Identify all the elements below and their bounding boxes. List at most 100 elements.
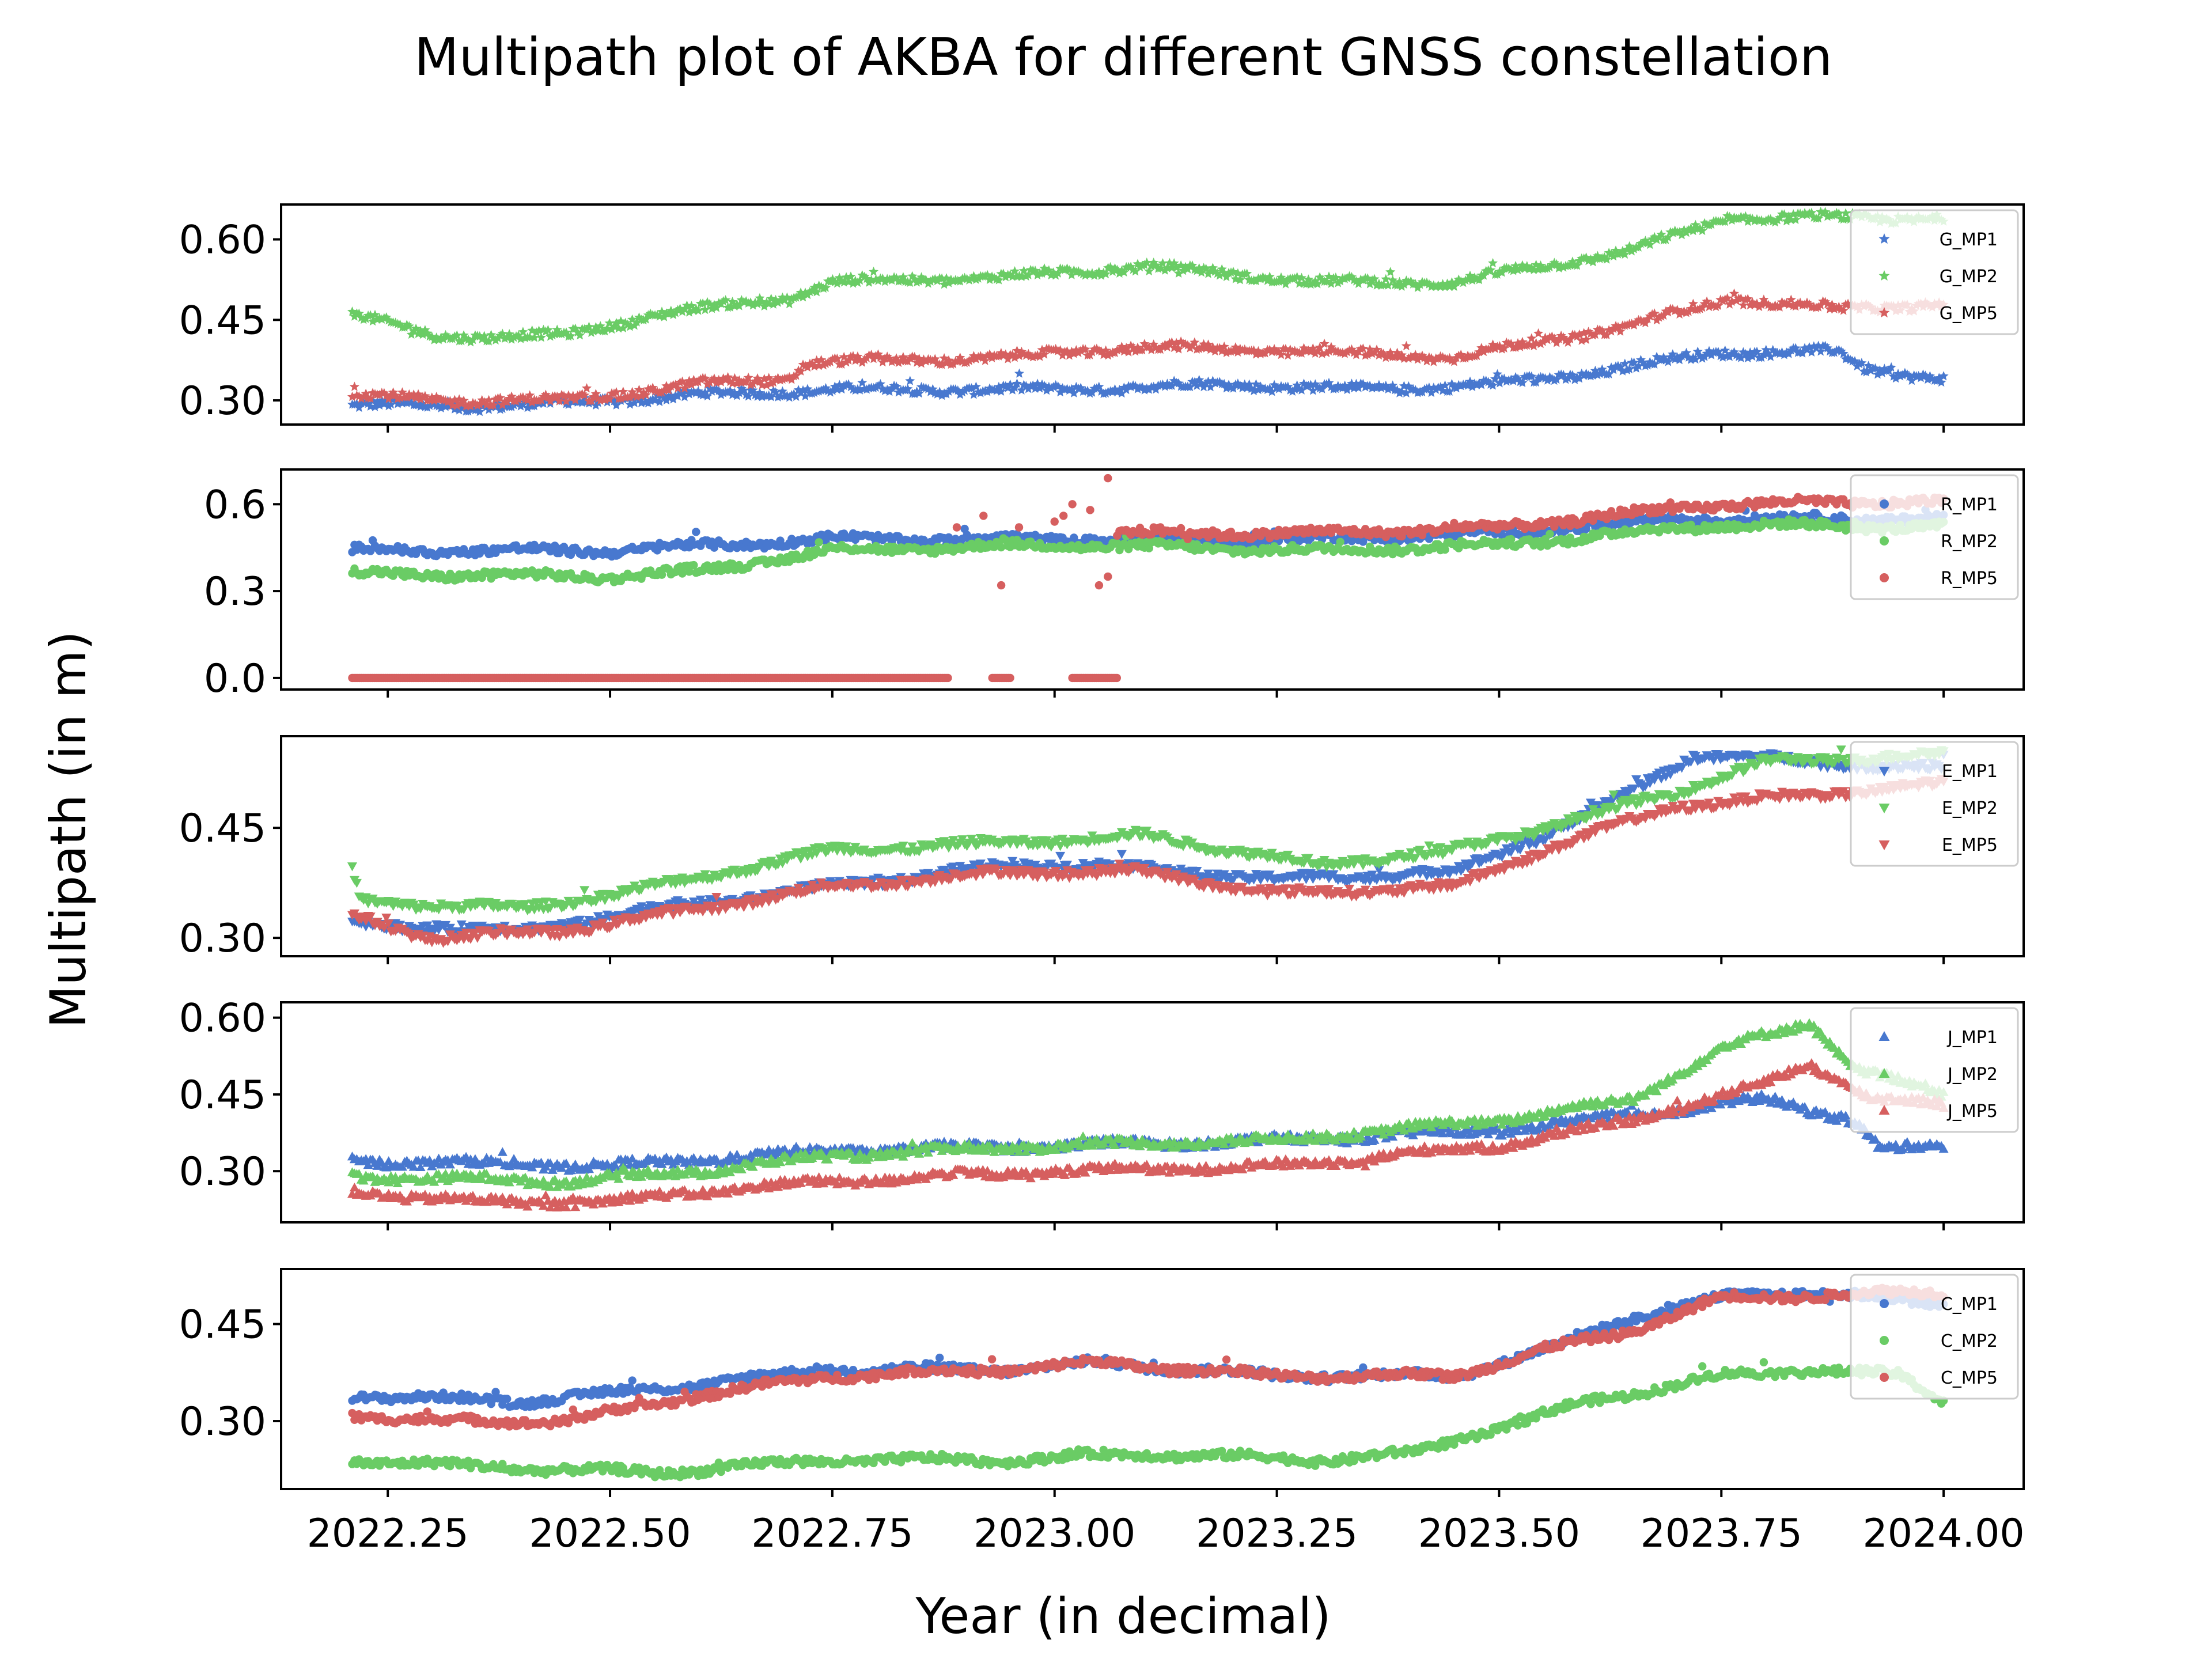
data-point: [869, 266, 879, 276]
data-point: [641, 389, 651, 400]
data-point: [422, 328, 433, 338]
data-point: [1050, 517, 1059, 526]
data-point: [1781, 298, 1791, 308]
data-point: [470, 405, 480, 415]
data-point: [718, 296, 729, 306]
data-point: [1747, 351, 1758, 361]
data-point: [821, 282, 831, 292]
data-point: [1759, 217, 1769, 226]
data-point: [1023, 270, 1033, 279]
data-point: [743, 372, 753, 382]
data-point: [623, 319, 633, 329]
legend-label: R_MP5: [1941, 569, 1998, 589]
data-point: [1736, 353, 1746, 362]
data-point: [914, 388, 925, 398]
data-point: [1190, 337, 1200, 347]
data-point: [495, 392, 505, 402]
data-point: [1738, 300, 1748, 310]
data-point: [1297, 348, 1307, 358]
data-point: [979, 512, 988, 520]
data-point: [1834, 301, 1844, 311]
data-point: [1267, 387, 1277, 396]
data-point: [1441, 546, 1449, 554]
data-point: [1128, 264, 1138, 274]
data-point: [1517, 840, 1528, 850]
data-point: [903, 384, 913, 393]
y-tick-label: 0.45: [179, 298, 266, 343]
data-point: [536, 332, 547, 342]
data-point: [1429, 382, 1439, 392]
data-point: [1601, 329, 1612, 339]
data-point: [1196, 267, 1207, 277]
data-point: [1053, 268, 1063, 278]
data-point: [554, 396, 565, 406]
data-point: [1624, 363, 1635, 374]
data-point: [762, 380, 772, 390]
y-tick-label: 0.30: [179, 378, 266, 424]
data-point: [975, 859, 986, 869]
data-point: [1645, 240, 1655, 249]
data-point: [752, 298, 763, 309]
data-point: [1397, 532, 1406, 541]
data-point: [678, 569, 687, 578]
panel-data: [347, 745, 1949, 948]
data-point: [1132, 384, 1143, 393]
data-point: [827, 274, 838, 284]
data-point: [475, 331, 485, 341]
data-point: [1695, 304, 1705, 313]
data-point: [1838, 349, 1849, 358]
data-point: [952, 523, 961, 532]
data-point: [1498, 531, 1506, 540]
data-point: [1233, 378, 1243, 388]
data-point: [836, 359, 847, 369]
data-point: [855, 275, 865, 285]
data-point: [743, 391, 753, 401]
data-point: [1383, 280, 1393, 290]
data-point: [1075, 382, 1086, 392]
data-point: [711, 302, 722, 312]
data-point: [1677, 230, 1687, 240]
data-point: [846, 271, 856, 281]
data-point: [1574, 373, 1585, 383]
data-point: [478, 573, 486, 582]
data-point: [377, 314, 387, 324]
data-point: [1685, 223, 1696, 233]
data-point: [422, 921, 433, 930]
y-tick-label: 0.60: [179, 218, 266, 263]
data-point: [1886, 362, 1896, 372]
data-point: [944, 673, 952, 683]
series-E_MP1: [347, 749, 1949, 938]
data-point: [1166, 380, 1177, 390]
data-point: [723, 372, 733, 382]
data-point: [1228, 267, 1238, 276]
data-point: [1173, 344, 1184, 354]
data-point: [702, 391, 713, 401]
data-point: [1426, 387, 1437, 397]
data-point: [1492, 369, 1502, 378]
data-point: [1205, 382, 1215, 392]
data-point: [618, 323, 628, 333]
data-point: [1713, 300, 1724, 310]
data-point: [570, 395, 581, 404]
legend-label: R_MP2: [1941, 532, 1998, 552]
data-point: [1834, 209, 1844, 218]
data-point: [1326, 278, 1336, 288]
series-R_MP2: [348, 515, 1948, 586]
data-point: [727, 297, 738, 306]
data-point: [1144, 266, 1154, 276]
data-point: [347, 862, 358, 872]
data-point: [1055, 851, 1066, 861]
data-point: [775, 391, 786, 401]
y-tick-label: 0.6: [204, 482, 266, 528]
data-point: [1176, 524, 1185, 533]
data-point: [1068, 500, 1077, 509]
data-point: [980, 355, 990, 365]
data-point: [1276, 349, 1286, 359]
data-point: [1010, 382, 1020, 392]
data-point: [1192, 380, 1202, 390]
data-point: [679, 392, 690, 402]
data-point: [370, 309, 380, 319]
data-point: [692, 528, 700, 536]
